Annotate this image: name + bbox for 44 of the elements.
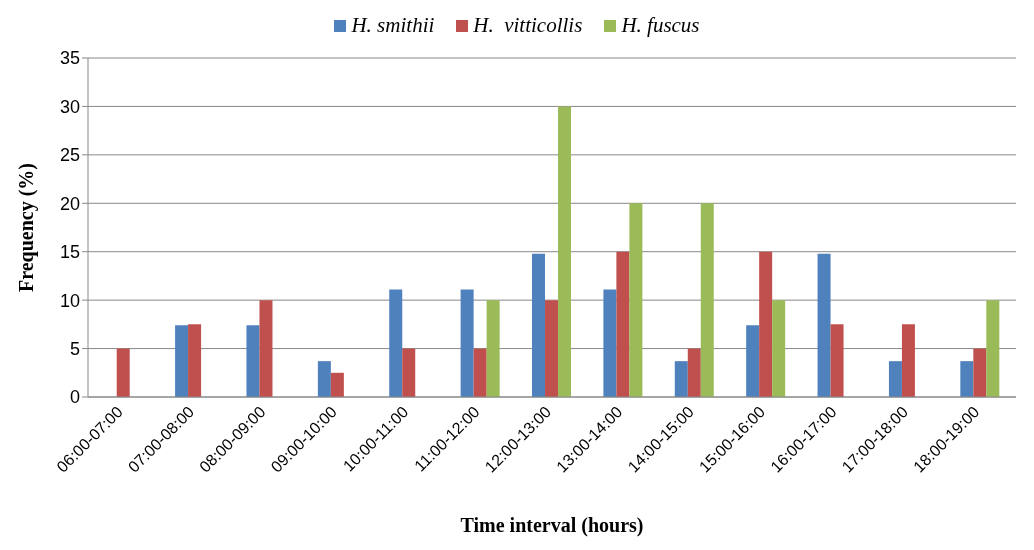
bar [473, 348, 487, 397]
bar [700, 203, 714, 397]
bar [772, 300, 786, 397]
y-tick-label: 5 [69, 338, 80, 359]
y-tick-label: 0 [69, 387, 80, 408]
bar [545, 300, 559, 397]
bar [603, 289, 617, 397]
bar [973, 348, 987, 397]
bar [317, 361, 331, 397]
bar [558, 106, 572, 397]
bar [175, 325, 189, 397]
bar [687, 348, 701, 397]
bar [986, 300, 1000, 397]
bar [460, 289, 474, 397]
legend-label: H. vitticollis [472, 13, 583, 38]
bar [759, 251, 773, 397]
y-tick-label: 35 [59, 48, 80, 69]
bar [674, 361, 688, 397]
y-tick-label: 20 [59, 193, 80, 214]
bar [259, 300, 273, 397]
y-tick-label: 10 [59, 290, 80, 311]
y-tick-label: 15 [59, 242, 80, 263]
legend-label: H. fuscus [620, 13, 700, 38]
bar [817, 253, 831, 397]
x-axis-title: Time interval (hours) [460, 514, 644, 537]
bar [629, 203, 643, 397]
y-tick-label: 25 [59, 145, 80, 166]
bar [330, 372, 344, 397]
bar [246, 325, 260, 397]
bar [830, 324, 844, 397]
bar [402, 348, 416, 397]
bar [888, 361, 902, 397]
y-axis-title: Frequency (%) [15, 162, 39, 293]
bar [116, 348, 130, 397]
bar [616, 251, 630, 397]
bar [901, 324, 915, 397]
bar [188, 324, 202, 397]
bar [960, 361, 974, 397]
bar [486, 300, 500, 397]
legend-label: H. smithii [350, 13, 435, 38]
bar [532, 253, 546, 397]
bar [389, 289, 403, 397]
y-tick-label: 30 [59, 96, 80, 117]
bar [746, 325, 760, 397]
